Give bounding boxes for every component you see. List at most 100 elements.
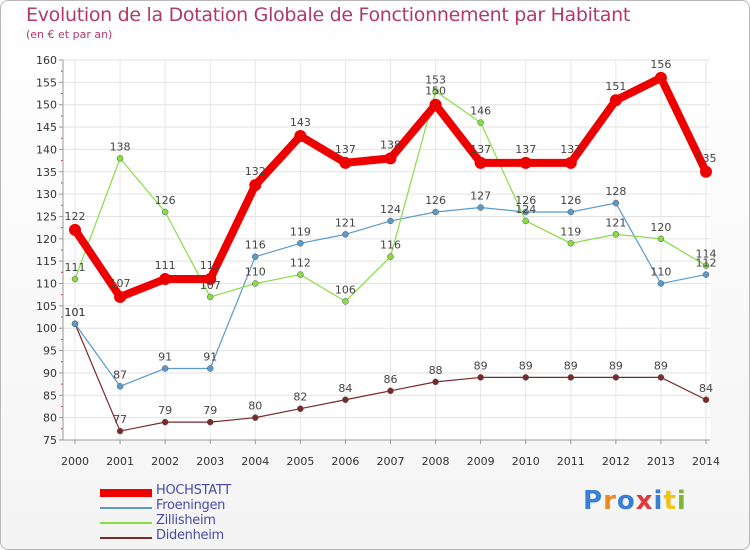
- data-label-froeningen: 128: [605, 185, 626, 198]
- x-tick-label: 2000: [61, 455, 89, 468]
- data-point-froeningen: [161, 365, 169, 372]
- data-point-hochstatt: [249, 179, 262, 192]
- data-point-hochstatt: [339, 156, 352, 169]
- data-point-hochstatt: [700, 165, 712, 178]
- data-label-hochstatt: 132: [245, 165, 266, 178]
- chart-title: Evolution de la Dotation Globale de Fonc…: [26, 4, 631, 26]
- logo-letter: t: [663, 486, 677, 516]
- data-point-froeningen: [702, 271, 710, 278]
- data-point-zillisheim: [612, 231, 620, 238]
- x-tick-label: 2011: [557, 455, 585, 468]
- data-label-froeningen: 91: [203, 350, 217, 363]
- data-point-zillisheim: [657, 235, 665, 243]
- data-label-didenheim: 84: [338, 382, 352, 395]
- data-label-froeningen: 119: [290, 225, 311, 238]
- data-label-hochstatt: 137: [560, 143, 581, 156]
- data-label-froeningen: 126: [515, 194, 536, 207]
- data-point-didenheim: [432, 378, 439, 386]
- data-label-zillisheim: 114: [696, 248, 717, 261]
- y-tick-label: 100: [36, 322, 57, 335]
- data-point-froeningen: [387, 217, 394, 225]
- logo-letter: x: [635, 486, 654, 516]
- data-point-froeningen: [297, 240, 304, 247]
- logo-letter: o: [616, 486, 636, 516]
- data-point-zillisheim: [432, 88, 439, 95]
- legend-item-hochstatt: HOCHSTATT: [100, 483, 300, 499]
- y-tick-label: 95: [43, 345, 57, 358]
- data-label-hochstatt: 111: [155, 259, 176, 272]
- legend-swatch: [100, 522, 152, 524]
- data-point-hochstatt: [474, 156, 487, 169]
- data-label-hochstatt: 135: [696, 152, 717, 165]
- y-tick-label: 135: [36, 166, 57, 179]
- proxiti-logo: Proxiti: [583, 486, 687, 516]
- y-tick-label: 160: [36, 54, 57, 67]
- legend-label: Zillisheim: [156, 513, 216, 528]
- data-label-zillisheim: 121: [605, 216, 626, 229]
- data-point-froeningen: [71, 320, 79, 328]
- data-label-froeningen: 101: [65, 306, 86, 319]
- data-point-zillisheim: [116, 155, 124, 162]
- data-point-zillisheim: [387, 253, 394, 260]
- data-label-didenheim: 89: [564, 359, 578, 372]
- y-tick-label: 125: [36, 210, 57, 223]
- data-label-hochstatt: 107: [110, 277, 131, 290]
- x-tick-label: 2010: [512, 455, 540, 468]
- data-label-zillisheim: 110: [245, 266, 266, 279]
- data-label-hochstatt: 156: [650, 58, 671, 71]
- data-point-didenheim: [297, 405, 304, 412]
- y-tick-label: 140: [36, 143, 57, 156]
- x-tick-label: 2009: [467, 455, 495, 468]
- data-point-zillisheim: [161, 208, 169, 216]
- data-label-froeningen: 87: [113, 368, 127, 381]
- data-point-froeningen: [522, 208, 529, 216]
- data-label-didenheim: 84: [699, 382, 713, 395]
- data-label-froeningen: 91: [158, 350, 172, 363]
- legend-swatch: [100, 537, 152, 539]
- data-point-didenheim: [116, 427, 124, 435]
- data-label-hochstatt: 137: [470, 143, 491, 156]
- data-point-didenheim: [612, 374, 620, 381]
- data-label-froeningen: 112: [696, 257, 717, 270]
- chart-subtitle: (en € et par an): [26, 28, 113, 41]
- data-point-hochstatt: [564, 156, 577, 169]
- data-label-didenheim: 89: [474, 359, 488, 372]
- data-label-didenheim: 79: [158, 404, 172, 417]
- data-label-zillisheim: 138: [110, 140, 131, 153]
- data-point-hochstatt: [609, 94, 622, 107]
- y-tick-label: 130: [36, 188, 57, 201]
- data-label-didenheim: 77: [113, 413, 127, 426]
- data-point-froeningen: [342, 231, 349, 238]
- data-point-froeningen: [116, 383, 124, 390]
- x-tick-label: 2004: [241, 455, 269, 468]
- data-point-hochstatt: [69, 223, 81, 236]
- data-point-didenheim: [702, 396, 710, 404]
- x-tick-label: 2002: [151, 455, 179, 468]
- data-label-froeningen: 127: [470, 190, 491, 203]
- y-tick-label: 105: [36, 300, 57, 313]
- x-tick-label: 2006: [331, 455, 359, 468]
- data-point-zillisheim: [522, 217, 529, 225]
- data-label-froeningen: 116: [245, 239, 266, 252]
- data-label-zillisheim: 126: [155, 194, 176, 207]
- data-point-zillisheim: [567, 240, 575, 247]
- data-label-froeningen: 126: [425, 194, 446, 207]
- data-label-didenheim: 89: [654, 359, 668, 372]
- data-point-hochstatt: [114, 290, 127, 303]
- data-label-hochstatt: 137: [335, 143, 356, 156]
- data-label-didenheim: 79: [203, 404, 217, 417]
- data-label-hochstatt: 138: [380, 138, 401, 151]
- data-point-didenheim: [657, 374, 665, 381]
- data-label-didenheim: 80: [248, 400, 262, 413]
- data-label-hochstatt: 122: [65, 210, 86, 223]
- data-label-froeningen: 121: [335, 216, 356, 229]
- data-point-didenheim: [206, 418, 214, 426]
- x-tick-label: 2001: [106, 455, 134, 468]
- x-tick-label: 2012: [602, 455, 630, 468]
- data-label-froeningen: 110: [650, 266, 671, 279]
- data-label-froeningen: 124: [380, 203, 401, 216]
- data-label-zillisheim: 124: [515, 203, 536, 216]
- x-tick-label: 2007: [377, 455, 405, 468]
- legend-label: HOCHSTATT: [156, 483, 231, 498]
